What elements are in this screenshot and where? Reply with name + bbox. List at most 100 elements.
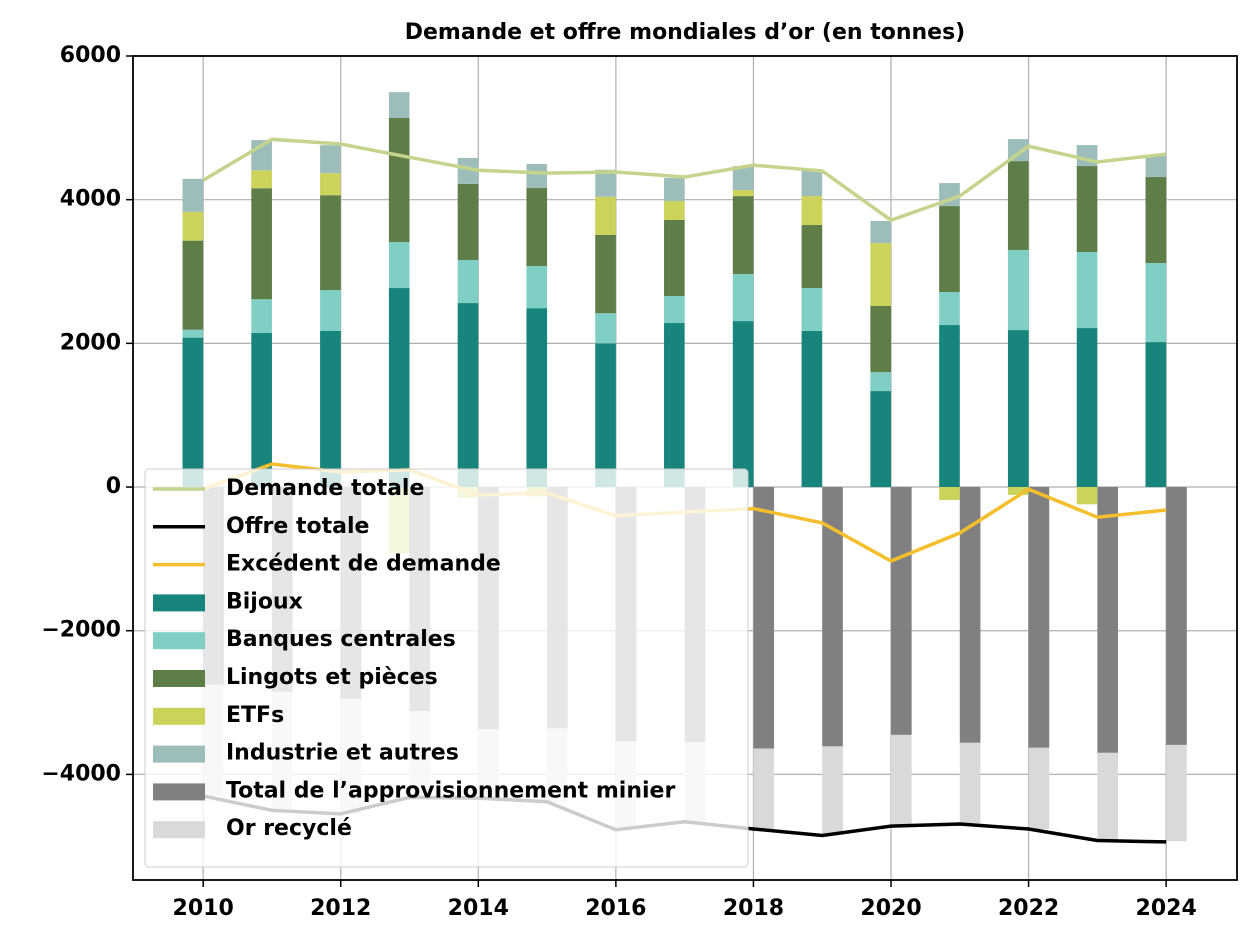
bar <box>664 323 685 488</box>
bar <box>457 259 479 304</box>
bar <box>526 266 548 309</box>
bar <box>1007 161 1029 250</box>
bar <box>732 166 754 191</box>
bar <box>320 331 341 488</box>
bar <box>595 234 616 314</box>
legend-swatch <box>153 594 205 612</box>
bar <box>891 734 912 827</box>
y-tick-label: 4000 <box>60 187 121 212</box>
y-tick-label: 0 <box>106 474 121 499</box>
bar <box>1076 487 1098 505</box>
bar <box>732 274 754 322</box>
bar <box>801 225 823 289</box>
bar <box>251 299 272 334</box>
bar <box>388 117 410 243</box>
bar <box>526 164 548 189</box>
x-tick-label: 2016 <box>585 896 646 921</box>
bar <box>182 329 204 338</box>
bar <box>1097 752 1119 840</box>
bar <box>870 372 892 392</box>
legend-label: Offre totale <box>226 514 369 539</box>
x-tick-label: 2024 <box>1136 896 1197 921</box>
bar <box>595 169 616 197</box>
bar <box>388 92 410 118</box>
bar <box>753 487 775 749</box>
legend-label: Total de l’approvisionnement minier <box>226 778 675 803</box>
bar <box>1166 487 1187 745</box>
bar <box>388 288 410 488</box>
bar <box>251 333 272 488</box>
line <box>202 137 1167 223</box>
bar <box>732 190 754 197</box>
bar <box>822 487 843 747</box>
bar <box>1007 249 1029 331</box>
bar <box>822 746 843 835</box>
bar <box>251 188 272 300</box>
bar <box>664 177 685 201</box>
x-tick-label: 2018 <box>723 896 784 921</box>
legend-swatch <box>153 670 205 687</box>
bar <box>801 331 823 488</box>
bar <box>182 211 204 241</box>
bar <box>595 313 616 344</box>
bar <box>457 157 479 184</box>
bar <box>595 196 616 235</box>
legend-swatch <box>153 632 205 650</box>
legend: Demande totale Offre totale Excédent de de… <box>144 468 749 868</box>
bar <box>870 243 892 307</box>
x-tick-label: 2022 <box>998 896 1059 921</box>
bar <box>939 325 960 488</box>
bar <box>891 487 912 735</box>
bar <box>1076 328 1098 488</box>
legend-label: ETFs <box>226 703 284 728</box>
bar <box>1076 252 1098 329</box>
y-tick-label: −4000 <box>41 761 121 786</box>
bar <box>182 240 204 330</box>
chart-title: Demande et offre mondiales d’or (en tonn… <box>405 20 966 45</box>
legend-label: Industrie et autres <box>226 741 459 766</box>
bar <box>457 303 479 488</box>
legend-label: Lingots et pièces <box>226 665 438 690</box>
legend-swatch <box>153 745 205 763</box>
bar <box>1145 263 1167 343</box>
bar <box>251 170 272 189</box>
x-tick-label: 2020 <box>860 896 921 921</box>
bar <box>526 308 548 488</box>
bar <box>1145 342 1167 488</box>
bar <box>1145 155 1167 178</box>
legend-label: Or recyclé <box>226 816 352 841</box>
bar <box>320 145 341 174</box>
bar <box>1166 744 1187 842</box>
legend-swatch <box>153 821 205 839</box>
bar <box>1007 330 1029 488</box>
bar <box>1007 487 1029 495</box>
bar <box>320 173 341 196</box>
bar <box>595 343 616 488</box>
y-tick-label: 6000 <box>60 43 121 68</box>
x-tick-label: 2010 <box>173 896 234 921</box>
legend-swatch <box>153 707 205 725</box>
bar <box>182 178 204 212</box>
bar <box>664 219 685 297</box>
y-tick-label: −2000 <box>41 618 121 643</box>
legend-label: Excédent de demande <box>226 552 501 577</box>
legend-swatch <box>153 783 205 801</box>
bar <box>801 288 823 332</box>
bar <box>801 170 823 197</box>
bar <box>1145 177 1167 264</box>
bar <box>939 487 960 500</box>
bar <box>320 290 341 332</box>
bar <box>664 200 685 220</box>
bar <box>753 748 775 829</box>
bar <box>1028 487 1050 748</box>
bar <box>870 306 892 373</box>
x-tick-label: 2012 <box>310 896 371 921</box>
bar <box>182 337 204 488</box>
bar <box>320 195 341 291</box>
bar <box>1097 487 1119 753</box>
bar <box>1028 747 1050 829</box>
legend-label: Demande totale <box>226 476 424 501</box>
bar <box>870 221 892 244</box>
bar <box>664 296 685 324</box>
